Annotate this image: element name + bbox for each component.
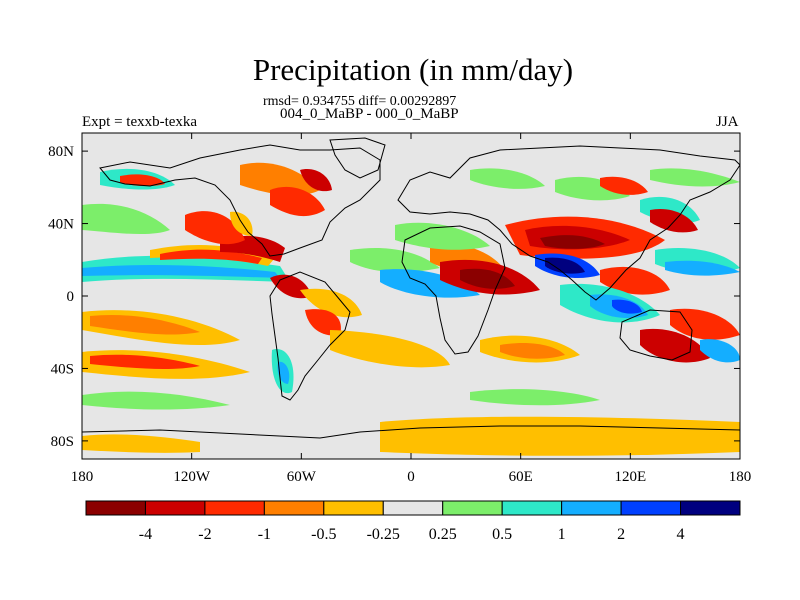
x-tick-label: 60W bbox=[287, 469, 317, 485]
precip-blob bbox=[300, 288, 362, 318]
precip-blob bbox=[380, 416, 740, 456]
map-background bbox=[82, 133, 740, 459]
precip-blob bbox=[612, 299, 642, 314]
colorbar-label: -2 bbox=[198, 526, 211, 543]
coastlines bbox=[82, 137, 740, 439]
colorbar-swatch bbox=[442, 500, 503, 516]
colorbar-label: 0.5 bbox=[492, 526, 512, 543]
precip-blob bbox=[185, 211, 245, 245]
y-tick-label: 0 bbox=[67, 289, 75, 305]
precip-blob bbox=[240, 162, 320, 196]
precip-blob bbox=[270, 186, 325, 217]
precip-blob bbox=[640, 328, 710, 363]
colorbar-swatch bbox=[561, 500, 622, 516]
precip-blob bbox=[665, 260, 740, 276]
x-tick-label: 60E bbox=[509, 469, 533, 485]
precip-blob bbox=[380, 269, 480, 298]
precip-blob bbox=[500, 343, 565, 359]
colorbar-label: -0.25 bbox=[367, 526, 400, 543]
precip-blob bbox=[545, 257, 585, 274]
colorbar-swatch bbox=[144, 500, 206, 516]
chart-title: Precipitation (in mm/day) bbox=[252, 52, 574, 87]
precip-blob bbox=[82, 203, 170, 235]
precip-blob bbox=[330, 330, 450, 368]
precip-blob bbox=[350, 248, 440, 273]
precip-blob bbox=[600, 266, 670, 295]
x-tick-label: 0 bbox=[407, 469, 415, 485]
y-tick-label: 40S bbox=[51, 361, 74, 377]
precip-blob bbox=[82, 265, 280, 278]
precip-blob bbox=[90, 314, 200, 335]
colorbar-label: 0.25 bbox=[429, 526, 457, 543]
precip-blob bbox=[160, 249, 262, 264]
precip-blob bbox=[600, 176, 648, 195]
precip-blob bbox=[470, 389, 600, 406]
colorbar-label: 1 bbox=[558, 526, 566, 543]
precip-blob bbox=[555, 176, 630, 201]
colorbar-swatch bbox=[501, 500, 563, 516]
colorbar-swatch bbox=[620, 500, 682, 516]
y-axis: 80N 40N 0 40S 80S bbox=[48, 144, 740, 450]
coastline-eurasia bbox=[397, 145, 740, 301]
x-tick-label: 120E bbox=[614, 469, 646, 485]
chart-subtitle: 004_0_MaBP - 000_0_MaBP bbox=[280, 106, 459, 122]
colorbar-label: -4 bbox=[139, 526, 152, 543]
x-tick-label: 120W bbox=[173, 469, 211, 485]
y-tick-label: 80S bbox=[51, 434, 74, 450]
colorbar-label: 4 bbox=[677, 526, 685, 543]
x-axis: 180 120W 60W 0 60E 120E 180 bbox=[71, 133, 752, 485]
precip-blob bbox=[120, 174, 165, 187]
x-tick-label: 180 bbox=[729, 469, 752, 485]
colorbar-swatch bbox=[263, 500, 325, 516]
colorbar-swatch bbox=[204, 500, 265, 516]
precip-blob bbox=[395, 222, 490, 250]
precip-blob bbox=[90, 354, 200, 370]
coastline-africa bbox=[401, 225, 506, 355]
colorbar-swatch bbox=[680, 500, 741, 516]
colorbar-swatch bbox=[323, 500, 384, 516]
precip-blob bbox=[470, 168, 545, 189]
precip-blob bbox=[700, 339, 740, 363]
precip-blob bbox=[670, 308, 740, 340]
precip-blob bbox=[82, 434, 200, 453]
precip-blob bbox=[650, 168, 740, 187]
precip-blob bbox=[270, 274, 312, 299]
colorbar-label: -1 bbox=[258, 526, 271, 543]
season-label: JJA bbox=[716, 114, 739, 130]
coastline-north-america bbox=[99, 144, 381, 257]
precip-blob bbox=[305, 309, 341, 336]
coastline-south-america bbox=[269, 271, 351, 401]
y-tick-label: 40N bbox=[48, 217, 74, 233]
y-tick-label: 80N bbox=[48, 144, 74, 160]
precip-blob bbox=[460, 268, 515, 289]
stats-line: rmsd= 0.934755 diff= 0.00292897 bbox=[263, 94, 457, 109]
coastline-australia bbox=[619, 309, 693, 361]
colorbar-label: -0.5 bbox=[311, 526, 336, 543]
precip-field bbox=[82, 162, 740, 456]
precip-blob bbox=[650, 208, 698, 233]
colorbar-swatch bbox=[382, 500, 444, 516]
precip-blob bbox=[540, 235, 605, 249]
colorbar-label: 2 bbox=[617, 526, 625, 543]
colorbar-swatch bbox=[85, 500, 146, 516]
coastline-greenland bbox=[329, 137, 386, 179]
coastline-antarctica bbox=[82, 425, 740, 439]
colorbar: -4 -2 -1 -0.5 -0.25 0.25 0.5 1 2 4 bbox=[85, 500, 741, 543]
precip-blob bbox=[300, 169, 332, 192]
precip-blob bbox=[82, 391, 230, 410]
x-tick-label: 180 bbox=[71, 469, 94, 485]
experiment-label: Expt = texxb-texka bbox=[82, 114, 198, 130]
